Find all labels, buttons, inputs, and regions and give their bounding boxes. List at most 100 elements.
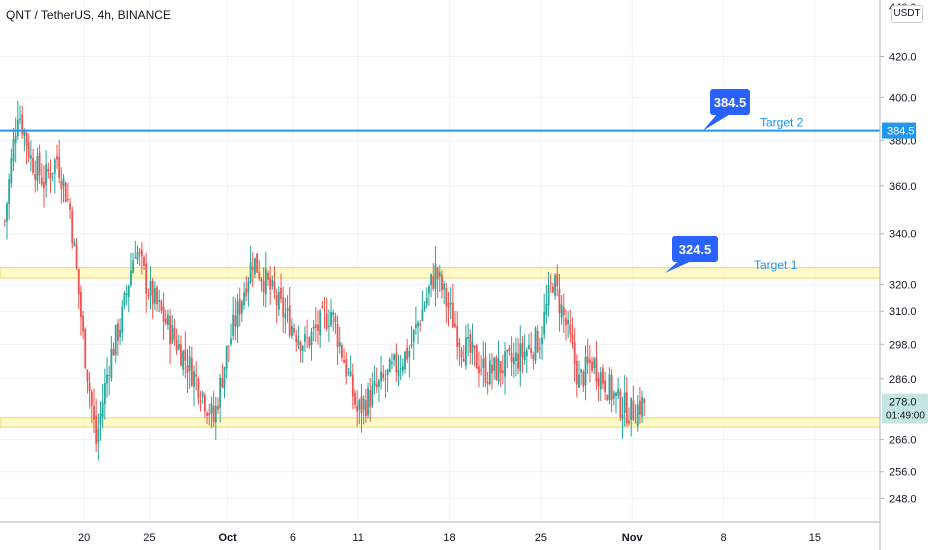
candle-body xyxy=(234,315,237,327)
candle-body xyxy=(417,322,419,327)
target-2-callout-box[interactable] xyxy=(710,89,750,115)
candle-body xyxy=(336,323,339,347)
candle-body xyxy=(382,373,385,379)
candle-body xyxy=(295,335,298,342)
price-axis[interactable]: 440.0420.0400.0380.0360.0340.0320.0310.0… xyxy=(880,2,928,505)
candle-body xyxy=(438,272,441,277)
candle-body xyxy=(84,328,87,369)
candle-body xyxy=(401,365,404,371)
time-tick-label: Nov xyxy=(622,532,644,544)
candle-body xyxy=(156,287,158,305)
candle-body xyxy=(214,405,217,423)
candle-body xyxy=(260,278,263,282)
candle-body xyxy=(341,345,343,358)
candle-body xyxy=(195,374,198,377)
candle-body xyxy=(273,281,276,293)
candle-body xyxy=(543,312,546,335)
candle-body xyxy=(114,324,117,356)
candle-body xyxy=(145,263,148,294)
candle-body xyxy=(504,351,506,377)
candle-body xyxy=(16,119,19,137)
candle-body xyxy=(599,372,602,390)
current-price-value: 278.0 xyxy=(889,397,917,409)
candle-body xyxy=(569,324,572,335)
candle-body xyxy=(134,257,137,259)
candle-body xyxy=(586,356,589,364)
candle-body xyxy=(190,358,193,386)
candle-body xyxy=(451,302,454,328)
candle-body xyxy=(240,301,243,314)
target-2-price-tag xyxy=(882,122,916,139)
time-tick-label: 25 xyxy=(535,532,547,544)
candle-body xyxy=(193,371,195,387)
candle-body xyxy=(188,356,191,371)
candle-body xyxy=(75,245,78,268)
candle-body xyxy=(354,392,356,405)
candle-body xyxy=(160,301,163,311)
candle-body xyxy=(82,315,84,333)
candle-body xyxy=(147,294,150,297)
candle-body xyxy=(319,310,322,336)
candle-body xyxy=(612,392,615,399)
candle-body xyxy=(625,392,628,424)
candle-body xyxy=(565,318,567,326)
candle-body xyxy=(393,354,396,360)
candle-body xyxy=(356,405,359,412)
currency-selector-button[interactable]: USDT xyxy=(891,5,923,23)
candle-body xyxy=(173,328,176,340)
candle-body xyxy=(304,334,306,343)
time-axis[interactable]: 20 25 Oct 6 11 18 25 Nov 8 15 xyxy=(78,532,821,544)
candle-body xyxy=(525,350,528,357)
candle-body xyxy=(171,325,174,343)
candle-body xyxy=(597,378,600,387)
candle-body xyxy=(632,400,635,420)
candle-body xyxy=(454,323,456,327)
candle-body xyxy=(523,351,526,361)
candle-body xyxy=(10,158,13,184)
candle-body xyxy=(80,291,82,318)
candle-body xyxy=(69,203,71,210)
target-1-label: Target 1 xyxy=(754,258,798,272)
candle-body xyxy=(47,168,50,172)
candle-body xyxy=(97,428,100,443)
target-1-callout-box[interactable] xyxy=(672,236,718,262)
candle-body xyxy=(364,400,367,417)
candle-body xyxy=(554,275,556,296)
candle-body xyxy=(88,382,91,391)
candle-body xyxy=(332,312,335,316)
candle-body xyxy=(230,338,232,345)
candle-body xyxy=(521,343,524,357)
candle-body xyxy=(40,177,43,185)
candle-body xyxy=(90,391,93,406)
candle-body xyxy=(428,286,430,294)
candle-body xyxy=(571,334,574,344)
candle-body xyxy=(641,397,643,417)
candle-body xyxy=(582,371,585,387)
candle-body xyxy=(419,323,422,325)
candle-body xyxy=(199,400,202,402)
candle-body xyxy=(162,306,165,322)
candle-body xyxy=(473,345,476,349)
candle-body xyxy=(236,301,239,328)
candle-body xyxy=(606,395,609,401)
candle-body xyxy=(127,285,130,298)
candle-body xyxy=(406,347,409,360)
candle-body xyxy=(538,348,541,350)
candle-body xyxy=(301,346,304,351)
candle-body xyxy=(275,294,278,306)
price-zone[interactable] xyxy=(0,417,881,428)
candle-body xyxy=(395,353,398,373)
candle-body xyxy=(545,303,548,315)
candle-body xyxy=(588,359,591,364)
candle-body xyxy=(493,357,496,371)
candle-body xyxy=(380,371,382,382)
candle-body xyxy=(143,256,145,266)
candle-body xyxy=(358,400,361,410)
candle-body xyxy=(32,157,34,174)
target-callouts: 384.5 324.5 xyxy=(665,89,750,273)
candle-body xyxy=(186,365,189,373)
target-2-callout-pointer xyxy=(703,113,732,131)
time-tick-label: 18 xyxy=(443,532,455,544)
candle-body xyxy=(123,292,126,307)
